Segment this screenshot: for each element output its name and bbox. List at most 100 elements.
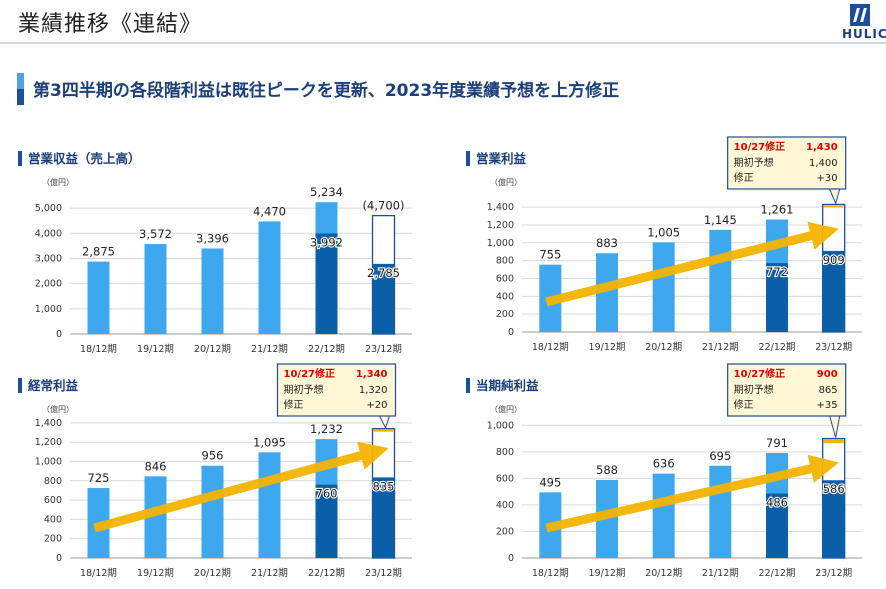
x-tick-label: 22/12期 — [759, 342, 796, 353]
forecast-revision-segment — [823, 205, 844, 208]
x-tick-label: 22/12期 — [759, 568, 796, 579]
y-tick-label: 400 — [44, 514, 62, 525]
y-tick-label: 1,400 — [35, 418, 62, 429]
y-tick-label: 1,200 — [487, 220, 514, 231]
annual-bar — [652, 473, 675, 558]
callout-box — [276, 363, 397, 417]
callout-row-value: 1,400 — [809, 158, 838, 169]
annual-value-label: 1,261 — [761, 203, 794, 217]
chart-unit-label: （億円） — [42, 404, 74, 414]
annual-bar — [144, 476, 167, 558]
q3-value-label: 586 — [823, 482, 845, 496]
chart-title: 当期純利益 — [476, 378, 539, 393]
x-tick-label: 18/12期 — [532, 342, 569, 353]
y-tick-label: 1,000 — [487, 238, 514, 249]
growth-arrow — [545, 454, 839, 533]
callout-title-value: 1,430 — [806, 142, 838, 153]
y-tick-label: 1,200 — [35, 437, 62, 448]
y-tick-label: 0 — [508, 327, 514, 338]
q3-value-label: 3,992 — [310, 235, 343, 249]
x-tick-label: 20/12期 — [194, 568, 231, 579]
callout-pointer — [829, 415, 841, 438]
annual-value-label: 1,095 — [253, 435, 286, 449]
callout-box — [727, 136, 847, 190]
callout-title: 10/27修正 — [734, 140, 785, 153]
callout-title: 10/27修正 — [734, 367, 785, 380]
y-tick-label: 800 — [44, 476, 62, 487]
y-tick-label: 800 — [496, 447, 514, 458]
annual-value-label: 695 — [709, 449, 731, 463]
annual-value-label: 846 — [145, 459, 167, 473]
x-tick-label: 21/12期 — [251, 344, 288, 355]
y-tick-label: 1,400 — [487, 202, 514, 213]
annual-bar — [258, 221, 281, 334]
chart-title: 経常利益 — [28, 378, 79, 393]
headline-accent — [17, 73, 24, 105]
y-tick-label: 0 — [508, 553, 514, 564]
chart-title-accent — [18, 151, 22, 166]
headline: 第3四半期の各段階利益は既往ピークを更新、2023年度業績予想を上方修正 — [33, 81, 620, 101]
page-title: 業績推移《連結》 — [18, 12, 203, 37]
callout-pointer — [829, 188, 841, 205]
x-tick-label: 19/12期 — [137, 568, 174, 579]
chart-unit-label: （億円） — [42, 177, 74, 187]
hulic-logo: HULIC — [842, 4, 886, 42]
annual-value-label: 588 — [596, 463, 618, 477]
annual-bar — [596, 253, 618, 332]
chart-title-accent — [466, 378, 470, 393]
y-tick-label: 200 — [44, 534, 62, 545]
annual-value-label: 4,470 — [253, 204, 286, 218]
q3-bar — [822, 250, 845, 332]
annual-value-label: 1,232 — [310, 422, 343, 436]
y-tick-label: 600 — [496, 473, 514, 484]
x-tick-label: 19/12期 — [137, 344, 174, 355]
chart-title-accent — [18, 378, 22, 393]
x-tick-label: 20/12期 — [645, 342, 682, 353]
q3-value-label: 909 — [823, 253, 845, 267]
y-tick-label: 1,000 — [487, 420, 514, 431]
revision-callout: 10/27修正 900 期初予想 865 修正 +35 — [727, 363, 847, 438]
y-tick-label: 0 — [56, 329, 62, 340]
x-tick-label: 22/12期 — [308, 568, 345, 579]
logo-mark-icon — [850, 4, 870, 26]
y-tick-label: 200 — [496, 526, 514, 537]
callout-row-label: 期初予想 — [284, 383, 324, 396]
q3-bar — [766, 493, 788, 558]
x-tick-label: 21/12期 — [251, 568, 288, 579]
revision-callout: 10/27修正 1,340 期初予想 1,320 修正 +20 — [276, 363, 397, 429]
chart-panel-3: 経常利益 （億円） 0 200 400 600 800 1,000 1,200 1,400 18/1… — [18, 363, 412, 579]
chart-unit-label: （億円） — [490, 404, 522, 414]
callout-row-value: +20 — [366, 400, 387, 411]
callout-title: 10/27修正 — [284, 367, 335, 380]
chart-panel-1: 営業収益（売上高） （億円） 0 1,000 2,000 3,000 4,000 5,000 1… — [18, 151, 412, 355]
callout-row-label: 修正 — [734, 171, 754, 184]
forecast-value-label: (4,700) — [363, 199, 405, 213]
annual-bar — [87, 261, 110, 334]
x-tick-label: 22/12期 — [308, 344, 345, 355]
y-tick-label: 200 — [496, 309, 514, 320]
growth-arrow — [93, 441, 389, 533]
annual-bar — [709, 229, 732, 332]
y-tick-label: 600 — [496, 273, 514, 284]
annual-bar — [709, 465, 732, 558]
q3-value-label: 2,785 — [367, 266, 400, 280]
callout-title-value: 900 — [817, 369, 838, 380]
x-tick-label: 20/12期 — [645, 568, 682, 579]
y-tick-label: 800 — [496, 256, 514, 267]
callout-row-label: 期初予想 — [734, 156, 774, 169]
revision-callout: 10/27修正 1,430 期初予想 1,400 修正 +30 — [727, 136, 847, 205]
y-tick-label: 1,000 — [35, 304, 62, 315]
q3-bar — [315, 484, 338, 558]
chart-title: 営業利益 — [476, 151, 527, 166]
title-divider — [0, 42, 886, 44]
chart-title: 営業収益（売上高） — [28, 151, 141, 166]
x-tick-label: 23/12期 — [815, 342, 852, 353]
annual-bar — [652, 242, 675, 332]
x-tick-label: 18/12期 — [80, 568, 117, 579]
annual-bar — [258, 452, 281, 558]
annual-value-label: 5,234 — [310, 185, 343, 199]
callout-row-value: +35 — [817, 400, 838, 411]
y-tick-label: 1,000 — [35, 456, 62, 467]
x-tick-label: 19/12期 — [589, 568, 626, 579]
